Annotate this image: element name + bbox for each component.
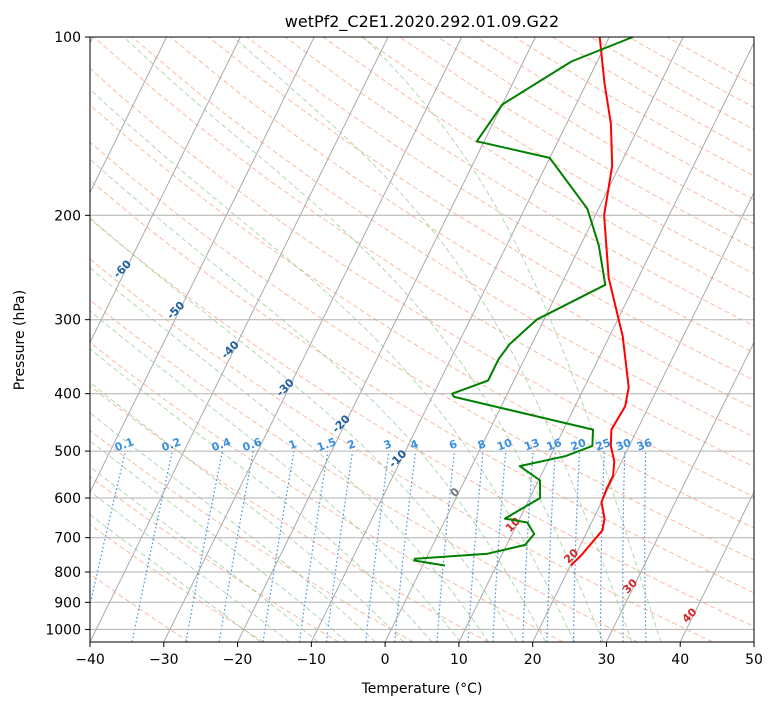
moist-adiabat-line [90, 412, 376, 642]
dry-adiabat-line [90, 299, 639, 642]
x-tick-label: −30 [149, 652, 179, 668]
x-axis-ticks: −40 −30 −20 −10 0 10 20 30 40 50 [75, 642, 763, 668]
mixing-ratio-label: 10 [495, 436, 514, 454]
moist-adiabat-line [90, 88, 575, 642]
mixing-ratio-line [299, 451, 329, 642]
dry-adiabat-line [284, 37, 754, 327]
profile-series [413, 37, 634, 567]
mixing-ratio-label: 0.4 [210, 435, 233, 454]
mixing-ratio-label: 0.2 [160, 435, 183, 454]
mixing-ratio-label: 13 [522, 436, 541, 453]
moist-adiabat-line [123, 37, 604, 642]
dry-adiabat-line [90, 341, 564, 642]
isotherm-line [532, 191, 754, 642]
dry-adiabat-line [169, 37, 754, 409]
moist-adiabat-line [90, 381, 404, 642]
x-tick-label: 40 [671, 652, 689, 668]
mixing-ratio-line [394, 451, 417, 642]
y-axis-title: Pressure (hPa) [12, 290, 28, 390]
y-axis-ticks: 100 200 300 400 500 600 700 800 900 1000 [45, 30, 90, 638]
dry-adiabat-line [90, 573, 190, 642]
isotherm-line [679, 491, 754, 642]
dry-adiabat-line [90, 476, 339, 642]
moist-adiabat-line [90, 440, 348, 642]
x-tick-label: 50 [745, 652, 763, 668]
dewpoint-profile-line [413, 37, 634, 567]
x-tick-label: −40 [75, 652, 105, 668]
dry-adiabat-line [131, 37, 754, 438]
moist-adiabat-line [90, 466, 319, 642]
mixing-ratio-line [467, 451, 484, 642]
y-tick-label: 600 [54, 491, 81, 507]
mixing-ratio-line [262, 450, 295, 642]
x-tick-label: 10 [450, 652, 468, 668]
mixing-ratio-line [325, 451, 354, 642]
isotherm-line [90, 37, 168, 194]
y-tick-label: 700 [54, 531, 81, 547]
isotherm-line [384, 37, 684, 642]
mixing-ratio-label: 8 [476, 437, 488, 452]
mixing-ratio-line [365, 451, 390, 642]
mixing-ratio-label: 16 [545, 436, 564, 454]
x-tick-label: 0 [381, 652, 390, 668]
isotherm-line [310, 37, 610, 642]
mixing-ratio-line [90, 450, 127, 608]
mixing-ratio-label: 2 [346, 437, 358, 452]
mixing-ratio-label: 3 [382, 437, 394, 452]
moist-adiabat-line [90, 267, 490, 642]
x-tick-label: −20 [223, 652, 253, 668]
mixing-ratio-label: 30 [614, 436, 633, 454]
dry-adiabat-line [90, 218, 754, 628]
mixing-ratio-label: 25 [594, 436, 613, 453]
y-tick-label: 500 [54, 444, 81, 460]
isotherm-line [90, 37, 315, 494]
dry-adiabat-line [90, 258, 713, 642]
y-tick-label: 100 [54, 30, 81, 46]
y-tick-label: 1000 [45, 622, 81, 638]
dry-adiabat-line [322, 37, 754, 301]
mixing-ratio-label: 36 [635, 436, 654, 454]
y-tick-label: 200 [54, 208, 81, 224]
dry-adiabat-line [90, 179, 754, 594]
temperature-profile-line [570, 37, 630, 567]
moist-adiabat-line [90, 514, 261, 642]
x-tick-label: −10 [297, 652, 327, 668]
x-tick-label: 20 [524, 652, 542, 668]
background-lines [90, 37, 754, 642]
x-tick-label: 30 [598, 652, 616, 668]
moist-adiabat-line [90, 158, 547, 642]
isotherm-line [458, 41, 754, 642]
chart-title: wetPf2_C2E1.2020.292.01.09.G22 [285, 12, 559, 32]
isotherm-line [90, 37, 241, 344]
mixing-ratio-label: 0.1 [113, 435, 136, 454]
y-tick-label: 400 [54, 387, 81, 403]
dry-adiabat-line [90, 104, 754, 529]
y-tick-label: 300 [54, 313, 81, 329]
dry-adiabat-line [90, 67, 754, 498]
moist-adiabat-line [363, 37, 662, 642]
plot-area: -100-90-80-70-60-50-40-30-20-10010203040… [90, 37, 754, 642]
x-axis-title: Temperature (°C) [361, 681, 483, 697]
isotherm-line [90, 37, 389, 642]
mixing-ratio-label: 4 [408, 437, 420, 452]
moist-adiabat-line [90, 310, 461, 642]
isotherm-line [163, 37, 463, 642]
moist-adiabat-line [233, 37, 633, 642]
isotherm-line [605, 341, 754, 642]
mixing-ratio-label: 1.5 [315, 435, 338, 454]
mixing-ratio-label: 1 [287, 437, 299, 452]
pressure-grid [90, 37, 754, 630]
y-tick-label: 900 [54, 595, 81, 611]
plot-frame [89, 36, 755, 643]
mixing-ratio-label: 0.6 [241, 435, 264, 454]
dry-adiabat-line [93, 37, 754, 468]
mixing-ratio-label: 6 [447, 437, 459, 452]
isotherm-line [237, 37, 536, 642]
mixing-ratio-line [131, 450, 173, 642]
mixing-ratio-line [436, 451, 455, 642]
y-tick-label: 800 [54, 565, 81, 581]
